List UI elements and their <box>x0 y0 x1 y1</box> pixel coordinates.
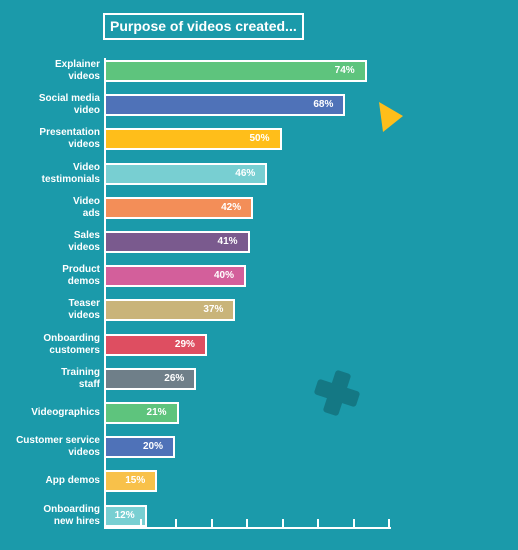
bar-value-label: 21% <box>146 407 167 418</box>
chart-title: Purpose of videos created... <box>103 13 304 40</box>
category-label: App demos <box>45 475 100 487</box>
bar: 21% <box>104 402 179 424</box>
bar-value-label: 20% <box>142 441 163 453</box>
bar: 29% <box>104 333 207 356</box>
category-label: Onboarding new hires <box>43 503 100 527</box>
bar: 41% <box>104 231 250 253</box>
category-label: Customer service videos <box>16 435 100 459</box>
bar: 37% <box>104 299 236 322</box>
category-label: Training staff <box>61 366 100 390</box>
category-label: Presentation videos <box>39 127 100 151</box>
bar: 46% <box>104 162 268 185</box>
category-label: Teaser videos <box>68 298 100 322</box>
y-axis-line <box>104 58 106 529</box>
category-label: Sales videos <box>68 230 100 253</box>
bar-value-label: 15% <box>125 475 146 487</box>
x-axis-tick <box>246 519 248 528</box>
x-axis-tick <box>139 519 142 528</box>
bar-value-label: 41% <box>217 236 238 247</box>
x-axis-tick <box>210 519 213 528</box>
category-label: Videographics <box>31 407 100 418</box>
category-label: Video testimonials <box>41 161 100 185</box>
x-axis-tick <box>352 519 355 528</box>
bar-value-label: 29% <box>174 338 195 350</box>
bar-value-label: 26% <box>164 372 185 384</box>
category-label: Onboarding customers <box>43 332 100 356</box>
bar-value-label: 68% <box>313 99 334 111</box>
x-axis-tick <box>175 519 177 528</box>
x-axis-tick <box>281 519 284 528</box>
bar: 20% <box>104 436 175 459</box>
category-label: Product demos <box>62 264 100 288</box>
bar: 50% <box>104 128 282 151</box>
bar: 74% <box>104 60 367 82</box>
category-label: Social media video <box>38 93 100 117</box>
bar: 26% <box>104 367 197 390</box>
bar-value-label: 46% <box>235 167 256 179</box>
bar: 68% <box>104 94 346 117</box>
bar-value-label: 74% <box>334 65 355 76</box>
bar: 15% <box>104 470 158 493</box>
plus-icon <box>314 370 360 416</box>
bar-value-label: 12% <box>114 509 135 521</box>
bar-value-label: 40% <box>213 270 234 282</box>
x-axis-line <box>104 527 391 529</box>
bar-value-label: 42% <box>221 201 242 213</box>
bar-value-label: 50% <box>249 133 270 145</box>
category-label: Video ads <box>72 195 100 219</box>
bar: 42% <box>104 196 254 219</box>
x-axis-tick <box>388 519 390 528</box>
bar: 40% <box>104 265 246 288</box>
category-label: Explainer videos <box>54 59 100 82</box>
triangle-icon <box>379 102 403 132</box>
bar-value-label: 37% <box>203 304 224 316</box>
x-axis-tick <box>317 519 319 528</box>
